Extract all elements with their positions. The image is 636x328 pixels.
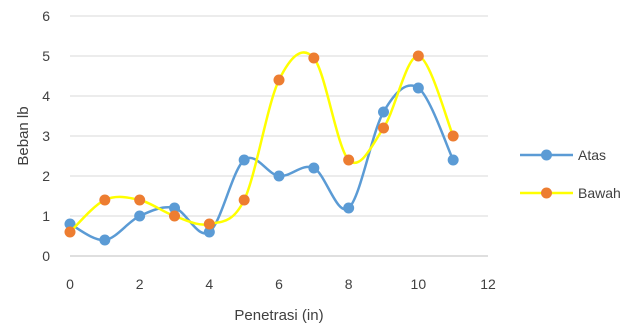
x-tick-label: 2 xyxy=(136,276,144,292)
series-line xyxy=(69,84,455,242)
legend-label: Atas xyxy=(578,147,606,163)
series-layer xyxy=(64,50,459,246)
gridlines xyxy=(70,15,488,217)
data-point xyxy=(203,218,215,230)
x-tick-label: 10 xyxy=(411,276,427,292)
y-tick-label: 2 xyxy=(42,168,50,184)
data-point xyxy=(273,170,285,182)
data-point xyxy=(134,194,146,206)
data-point xyxy=(308,52,320,64)
x-axis-title: Penetrasi (in) xyxy=(234,307,323,324)
data-point xyxy=(412,50,424,62)
x-tick-label: 0 xyxy=(66,276,74,292)
data-point xyxy=(343,202,355,214)
data-point xyxy=(378,122,389,134)
legend-item-bawah: Bawah xyxy=(520,185,621,201)
y-tick-label: 4 xyxy=(42,88,50,104)
data-point xyxy=(447,154,459,166)
legend-item-atas: Atas xyxy=(520,147,606,163)
y-axis-ticks: 0 1 2 3 4 5 6 xyxy=(42,8,50,264)
legend-label: Bawah xyxy=(578,185,621,201)
legend-marker xyxy=(541,149,552,161)
y-tick-label: 5 xyxy=(42,48,50,64)
x-tick-label: 12 xyxy=(480,276,496,292)
y-tick-label: 1 xyxy=(42,208,50,224)
series-atas xyxy=(64,82,459,246)
data-point xyxy=(343,154,355,166)
y-axis-title: Beban lb xyxy=(15,106,32,165)
y-tick-label: 0 xyxy=(42,248,50,264)
x-tick-label: 4 xyxy=(205,276,213,292)
data-point xyxy=(308,162,320,174)
x-axis-ticks: 0 2 4 6 8 10 12 xyxy=(66,276,496,292)
data-point xyxy=(99,234,111,246)
data-point xyxy=(378,106,389,118)
data-point xyxy=(273,74,285,86)
series-line xyxy=(69,51,455,233)
data-point xyxy=(134,210,146,222)
data-point xyxy=(64,226,76,238)
data-point xyxy=(169,210,180,222)
data-point xyxy=(412,82,424,94)
data-point xyxy=(203,226,215,238)
data-point xyxy=(447,130,459,142)
y-tick-label: 6 xyxy=(42,8,50,24)
x-tick-label: 8 xyxy=(345,276,353,292)
legend: Atas Bawah xyxy=(520,147,621,201)
data-point xyxy=(238,154,250,166)
y-tick-label: 3 xyxy=(42,128,50,144)
data-point xyxy=(169,202,180,214)
x-tick-label: 6 xyxy=(275,276,283,292)
data-point xyxy=(64,218,76,230)
series-bawah xyxy=(64,50,459,238)
data-point xyxy=(99,194,111,206)
data-point xyxy=(238,194,250,206)
legend-marker xyxy=(541,187,552,199)
